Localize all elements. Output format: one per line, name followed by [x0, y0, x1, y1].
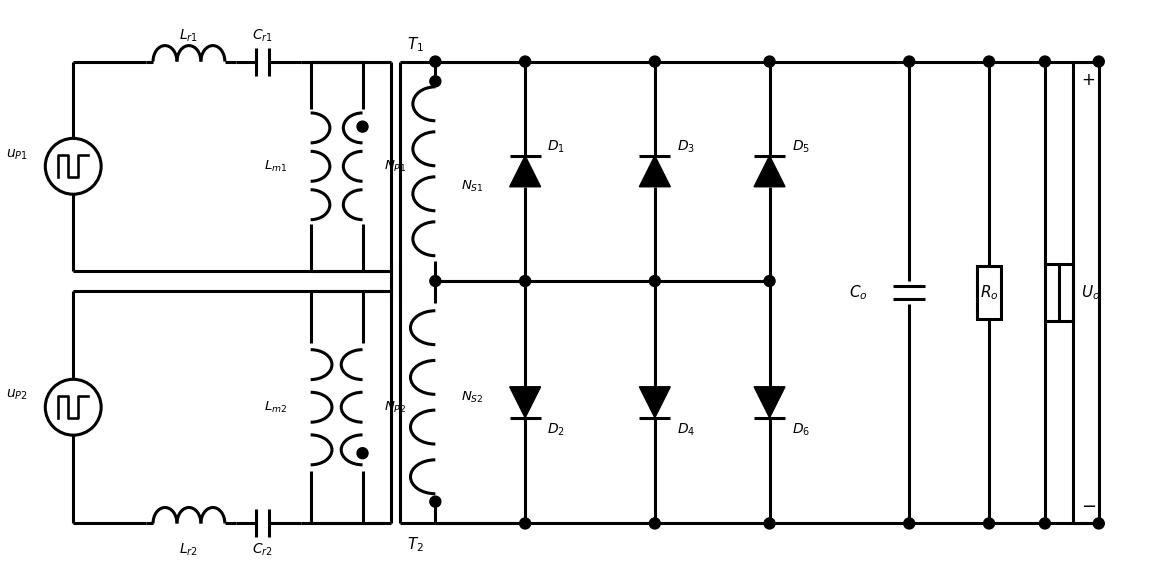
Text: $D_1$: $D_1$: [547, 138, 565, 155]
Text: $D_6$: $D_6$: [791, 422, 810, 438]
Polygon shape: [754, 156, 785, 187]
Bar: [1044, 264, 1072, 322]
Circle shape: [429, 76, 441, 87]
Text: $+$: $+$: [1081, 70, 1095, 88]
Circle shape: [764, 518, 775, 529]
Circle shape: [429, 275, 441, 287]
Polygon shape: [754, 387, 785, 418]
Text: $U_o$: $U_o$: [1081, 283, 1100, 302]
Bar: [977, 265, 1001, 319]
Text: $u_{P1}$: $u_{P1}$: [6, 147, 28, 162]
Circle shape: [984, 56, 994, 67]
Circle shape: [429, 496, 441, 507]
Circle shape: [903, 518, 915, 529]
Polygon shape: [510, 387, 540, 418]
Circle shape: [1093, 56, 1104, 67]
Text: $C_{r2}$: $C_{r2}$: [252, 541, 273, 558]
Circle shape: [764, 275, 775, 287]
Circle shape: [649, 56, 661, 67]
Text: $R_o$: $R_o$: [980, 283, 998, 302]
Circle shape: [519, 56, 531, 67]
Text: $L_{m2}$: $L_{m2}$: [264, 400, 287, 415]
Text: $N_{P2}$: $N_{P2}$: [384, 400, 407, 415]
Circle shape: [357, 121, 368, 132]
Polygon shape: [640, 156, 670, 187]
Text: $u_{P2}$: $u_{P2}$: [7, 388, 28, 403]
Circle shape: [1093, 518, 1104, 529]
Circle shape: [903, 56, 915, 67]
Circle shape: [1040, 518, 1050, 529]
Text: $D_2$: $D_2$: [547, 422, 565, 438]
Text: $L_{r1}$: $L_{r1}$: [180, 27, 198, 43]
Text: $L_{r2}$: $L_{r2}$: [180, 541, 198, 558]
Circle shape: [649, 518, 661, 529]
Polygon shape: [640, 387, 670, 418]
Text: $C_o$: $C_o$: [848, 283, 867, 302]
Text: $N_{S2}$: $N_{S2}$: [461, 390, 484, 405]
Circle shape: [429, 56, 441, 67]
Circle shape: [519, 518, 531, 529]
Text: $L_{m1}$: $L_{m1}$: [264, 159, 287, 174]
Text: $D_4$: $D_4$: [677, 422, 696, 438]
Circle shape: [519, 275, 531, 287]
Text: $-$: $-$: [1081, 496, 1096, 515]
Circle shape: [984, 518, 994, 529]
Text: $D_5$: $D_5$: [791, 138, 810, 155]
Text: $D_3$: $D_3$: [677, 138, 694, 155]
Text: $T_2$: $T_2$: [407, 536, 425, 554]
Circle shape: [649, 275, 661, 287]
Text: $C_{r1}$: $C_{r1}$: [252, 27, 273, 43]
Circle shape: [764, 56, 775, 67]
Circle shape: [1040, 56, 1050, 67]
Circle shape: [357, 448, 368, 459]
Polygon shape: [510, 156, 540, 187]
Text: $N_{P1}$: $N_{P1}$: [384, 159, 407, 174]
Text: $N_{S1}$: $N_{S1}$: [461, 179, 484, 194]
Text: $T_1$: $T_1$: [407, 35, 425, 53]
